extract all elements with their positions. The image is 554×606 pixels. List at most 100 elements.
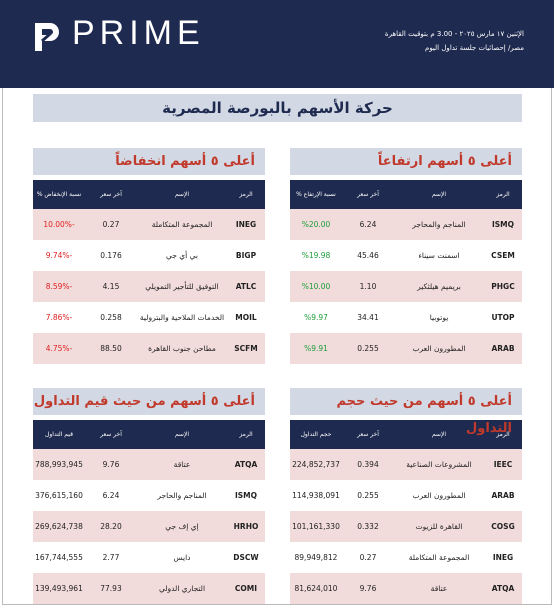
cell: %20.00 [290, 209, 342, 240]
cell: 81,624,010 [290, 573, 342, 604]
cell: COSG [484, 511, 522, 542]
cell: MOIL [235, 313, 257, 322]
table-row: IEEC المشروعات الصناعية 0.394 224,852,737 [290, 449, 522, 480]
page-title: حركة الأسهم بالبورصة المصرية [33, 94, 522, 122]
logo-icon [35, 23, 59, 51]
table-heading: أعلى ٥ أسهم انخفاضاً [33, 148, 265, 175]
column-header: الرمز [227, 180, 265, 209]
header-row: الرمز الإسم آخر سعر نسبة الإرتفاع % [290, 180, 522, 209]
table-head: الرمز الإسم آخر سعر قيم التداول [33, 420, 265, 449]
table-body: INEG المجموعة المتكاملة 0.27 -10.00% BIGP بي … [33, 209, 265, 364]
cell: المجموعة المتكاملة [408, 553, 470, 562]
cell: ISMQ [234, 491, 258, 500]
table-row: ATQA عتاقة 9.76 788,993,945 [33, 449, 265, 480]
stock-table: الرمز الإسم آخر سعر قيم التداول ATQA عتاقة 9.7… [33, 420, 265, 604]
table-heading: أعلى ٥ أسهم من حيث قيم التداول [33, 388, 265, 415]
cell: %9.97 [304, 313, 328, 322]
cell: %9.91 [290, 333, 342, 364]
table-row: MOIL الخدمات الملاحية والبترولية 0.258 -7.8… [33, 302, 265, 333]
table-head: الرمز الإسم آخر سعر حجم التداول [290, 420, 522, 449]
table-row: SCFM مطاحن جنوب القاهرة 88.50 -4.75% [33, 333, 265, 364]
cell: 101,161,330 [290, 511, 342, 542]
cell: 0.394 [342, 449, 394, 480]
cell: ATQA [484, 573, 522, 604]
table-row: ATLC التوفيق للتأجير التمويلي 4.15 -8.59% [33, 271, 265, 302]
header-date: الإثنين ١٧ مارس ٢٠٢٥ - 3.00 م بتوقيت الق… [384, 30, 524, 38]
cell: -8.59% [33, 271, 85, 302]
cell: COMI [227, 573, 265, 604]
cell: إي إف جي [137, 511, 227, 542]
column-header: الإسم [394, 180, 484, 209]
cell: ATLC [227, 271, 265, 302]
cell: SCFM [227, 333, 265, 364]
table-head: الرمز الإسم آخر سعر نسبة الإرتفاع % [290, 180, 522, 209]
column-header: الرمز [484, 180, 522, 209]
table-body: ATQA عتاقة 9.76 788,993,945 ISMQ المناجم والح… [33, 449, 265, 604]
cell: 0.176 [100, 251, 122, 260]
cell: 6.24 [102, 491, 120, 500]
cell: 1.10 [342, 271, 394, 302]
cell: -7.86% [45, 313, 73, 322]
cell: بي أي جي [166, 251, 198, 260]
table-row: DSCW دايس 2.77 167,744,555 [33, 542, 265, 573]
cell: ARAB [491, 491, 515, 500]
cell: PHGC [484, 271, 522, 302]
stock-table: الرمز الإسم آخر سعر نسبة الإنخفاض % INEG المج… [33, 180, 265, 364]
cell: الخدمات الملاحية والبترولية [139, 313, 225, 322]
column-header: آخر سعر [342, 180, 394, 209]
column-header: الإسم [137, 180, 227, 209]
table-row: PHGC بريميم هيلثكير 1.10 %10.00 [290, 271, 522, 302]
header-subtitle: مصر/ إحصائيات جلسة تداول اليوم [424, 44, 524, 52]
table-row: INEG المجموعة المتكاملة 0.27 89,949,812 [290, 542, 522, 573]
cell: ISMQ [484, 209, 522, 240]
cell: 6.24 [342, 209, 394, 240]
header-row: الرمز الإسم آخر سعر نسبة الإنخفاض % [33, 180, 265, 209]
column-header: آخر سعر [85, 420, 137, 449]
cell: المطورون العرب [394, 333, 484, 364]
table-heading: أعلى ٥ أسهم ارتفاعاً [290, 148, 522, 175]
cell: 376,615,160 [35, 491, 83, 500]
column-header: نسبة الإرتفاع % [290, 180, 342, 209]
table-row: HRHO إي إف جي 28.20 269,624,738 [33, 511, 265, 542]
content-frame [2, 88, 552, 605]
cell: 167,744,555 [35, 553, 83, 562]
cell: 0.255 [342, 333, 394, 364]
logo-text: PRIME [72, 14, 205, 52]
cell: 9.76 [85, 449, 137, 480]
cell: اسمنت سيناء [418, 251, 460, 260]
table-body: IEEC المشروعات الصناعية 0.394 224,852,737 AR… [290, 449, 522, 604]
cell: المناجم والحاجر [157, 491, 207, 500]
cell: INEG [227, 209, 265, 240]
table-panel: أعلى ٥ أسهم من حيث قيم التداول الرمز الإسم… [33, 388, 265, 604]
cell: ATQA [227, 449, 265, 480]
column-header: قيم التداول [33, 420, 85, 449]
table-heading: أعلى ٥ أسهم من حيث حجم التداول [290, 388, 522, 436]
table-row: ISMQ المناجم والحاجر 6.24 376,615,160 [33, 480, 265, 511]
table-row: COMI التجاري الدولي 77.93 139,493,961 [33, 573, 265, 604]
cell: 88.50 [85, 333, 137, 364]
header: PRIME الإثنين ١٧ مارس ٢٠٢٥ - 3.00 م بتوق… [0, 0, 554, 88]
cell: دايس [173, 553, 191, 562]
cell: المناجم والمحاجر [394, 209, 484, 240]
cell: 77.93 [85, 573, 137, 604]
cell: 269,624,738 [33, 511, 85, 542]
stock-table: الرمز الإسم آخر سعر حجم التداول IEEC المشروعا… [290, 420, 522, 604]
cell: 139,493,961 [33, 573, 85, 604]
table-row: ISMQ المناجم والمحاجر 6.24 %20.00 [290, 209, 522, 240]
table-row: CSEM اسمنت سيناء 45.46 %19.98 [290, 240, 522, 271]
cell: يوتوبيا [429, 313, 449, 322]
cell: بريميم هيلثكير [394, 271, 484, 302]
cell: 9.76 [342, 573, 394, 604]
cell: CSEM [491, 251, 515, 260]
cell: %19.98 [301, 251, 331, 260]
cell: التوفيق للتأجير التمويلي [137, 271, 227, 302]
cell: المشروعات الصناعية [394, 449, 484, 480]
cell: 0.27 [359, 553, 377, 562]
cell: 114,938,091 [292, 491, 340, 500]
cell: 0.255 [357, 491, 379, 500]
table-row: INEG المجموعة المتكاملة 0.27 -10.00% [33, 209, 265, 240]
stock-table: الرمز الإسم آخر سعر نسبة الإرتفاع % ISMQ المن… [290, 180, 522, 364]
table-body: ISMQ المناجم والمحاجر 6.24 %20.00 CSEM اسمنت … [290, 209, 522, 364]
cell: %10.00 [290, 271, 342, 302]
